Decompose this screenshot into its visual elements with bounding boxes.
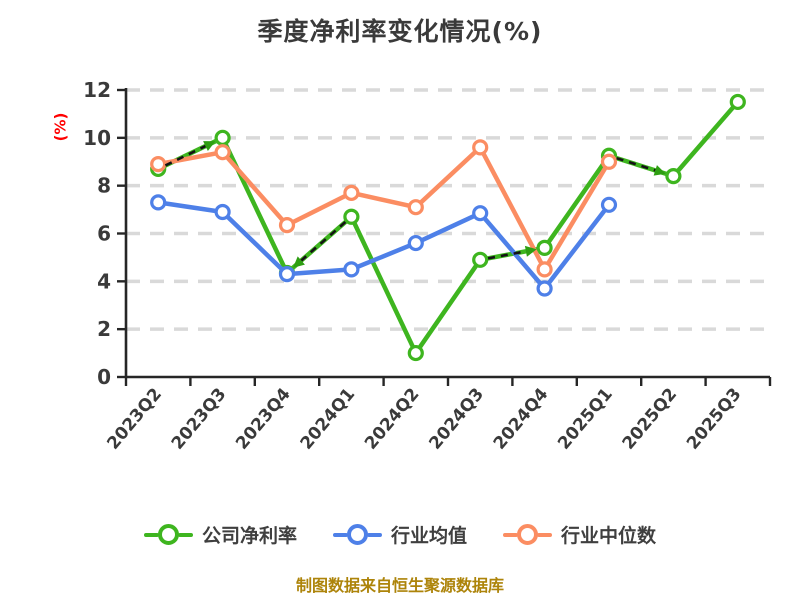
- svg-text:10: 10: [83, 126, 111, 150]
- svg-text:2023Q2: 2023Q2: [103, 384, 166, 453]
- svg-text:2025Q1: 2025Q1: [554, 384, 617, 453]
- svg-text:2023Q4: 2023Q4: [232, 384, 295, 453]
- svg-text:2024Q2: 2024Q2: [361, 384, 424, 453]
- data-source-caption: 制图数据来自恒生聚源数据库: [295, 576, 504, 595]
- legend-item-industry-median: 行业中位数: [503, 521, 656, 548]
- svg-text:2025Q3: 2025Q3: [683, 384, 746, 453]
- svg-text:12: 12: [83, 78, 111, 102]
- legend-label: 行业均值: [390, 525, 467, 547]
- line-circle-marker-icon: [332, 524, 382, 545]
- svg-text:2: 2: [97, 317, 111, 341]
- svg-text:2023Q3: 2023Q3: [168, 384, 231, 453]
- svg-text:2025Q2: 2025Q2: [619, 384, 682, 453]
- svg-text:6: 6: [97, 222, 111, 246]
- svg-text:0: 0: [97, 365, 111, 389]
- chart-title: 季度净利率变化情况(%): [257, 17, 543, 46]
- svg-text:4: 4: [97, 269, 111, 293]
- svg-text:2024Q1: 2024Q1: [297, 384, 360, 453]
- svg-text:8: 8: [97, 174, 111, 198]
- line-circle-marker-icon: [503, 524, 552, 545]
- line-circle-marker-icon: [143, 524, 193, 545]
- legend-label: 公司净利率: [201, 525, 297, 547]
- legend: 公司净利率 行业均值 行业中位数: [0, 521, 800, 548]
- svg-text:2024Q4: 2024Q4: [490, 384, 553, 453]
- legend-label: 行业中位数: [561, 525, 657, 547]
- legend-item-industry-average: 行业均值: [332, 521, 467, 548]
- legend-item-company-net-margin: 公司净利率: [143, 521, 297, 548]
- svg-text:2024Q3: 2024Q3: [425, 384, 488, 453]
